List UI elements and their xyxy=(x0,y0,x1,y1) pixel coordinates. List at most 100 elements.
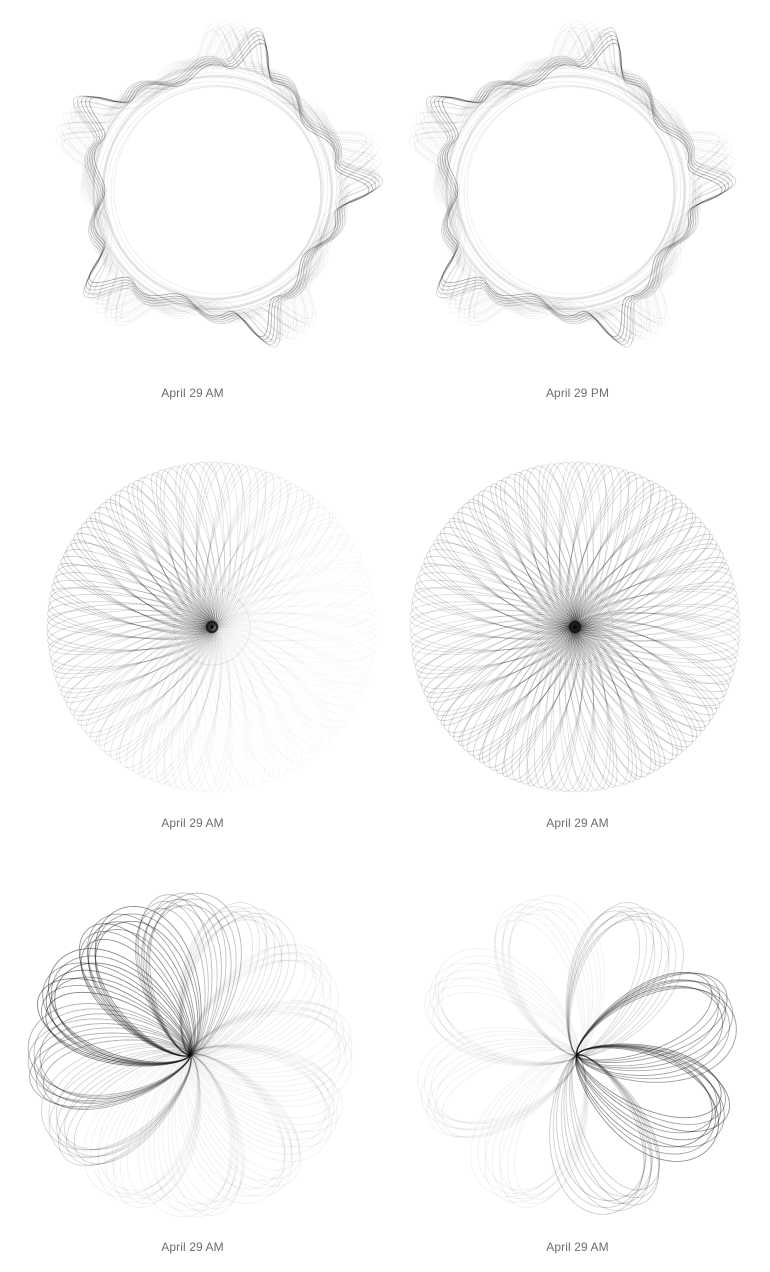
petal-curve xyxy=(94,905,202,1057)
loop-curve xyxy=(432,623,577,717)
petal-curve xyxy=(567,919,670,1057)
petal-curve xyxy=(430,1034,578,1125)
loop-curve xyxy=(461,624,578,752)
star-curve xyxy=(421,31,724,329)
loop-curve xyxy=(518,626,581,785)
loop-curve xyxy=(570,626,618,789)
star-curve xyxy=(422,27,733,341)
loop-curve xyxy=(574,562,730,632)
loop-curve xyxy=(410,615,576,653)
loop-curve xyxy=(80,623,214,733)
petal-curve xyxy=(34,1023,191,1103)
ring-curve xyxy=(456,75,685,304)
loop-curve xyxy=(205,476,289,629)
loop-curve xyxy=(574,617,734,684)
loop-curve xyxy=(416,623,576,679)
loop-curve xyxy=(94,507,215,630)
loop-curve xyxy=(573,621,724,707)
loop-curve xyxy=(426,624,576,703)
petal-curve xyxy=(429,962,579,1064)
star-curve xyxy=(66,26,379,339)
loop-curve xyxy=(574,538,718,630)
petal-curve xyxy=(576,972,721,1062)
loop-curve xyxy=(423,623,576,698)
petal-curve xyxy=(568,1054,660,1206)
petal-curve xyxy=(576,979,726,1069)
star-curve xyxy=(72,35,368,327)
petal-curve xyxy=(189,1043,335,1119)
loop-curve xyxy=(409,603,576,651)
petal-curve xyxy=(187,1053,301,1179)
petal-curve xyxy=(567,902,654,1056)
petal-curve xyxy=(97,1053,199,1203)
loop-curve xyxy=(189,626,231,793)
petal-curve xyxy=(189,1045,343,1132)
petal-curve xyxy=(189,1012,347,1102)
petal-curve xyxy=(45,991,191,1067)
petal-curve xyxy=(438,955,579,1064)
loop-curve xyxy=(426,549,576,632)
loop-curve xyxy=(526,626,586,789)
loop-curve xyxy=(574,624,721,709)
loop-curve xyxy=(196,461,232,628)
loop-curve xyxy=(163,626,217,787)
petal-curve xyxy=(185,1053,292,1181)
ring-curve xyxy=(446,65,690,309)
petal-curve xyxy=(179,906,260,1056)
loop-curve xyxy=(544,462,589,628)
loop-curve xyxy=(211,533,351,629)
loop-curve xyxy=(479,626,577,764)
loop-curve xyxy=(181,462,226,628)
loop-curve xyxy=(73,624,214,721)
petal-curve xyxy=(186,1053,302,1187)
petal-curve xyxy=(66,1052,192,1166)
petal-curve xyxy=(135,907,206,1056)
loop-curve xyxy=(570,626,656,775)
petal-curve xyxy=(424,978,578,1065)
petal-curve xyxy=(477,1053,586,1194)
petal-curve xyxy=(576,1045,722,1141)
loop-curve xyxy=(119,625,217,768)
loop-curve xyxy=(545,626,594,792)
loop-curve xyxy=(574,566,732,634)
loop-curve xyxy=(572,480,654,628)
ring-curve xyxy=(446,72,685,310)
star-curve xyxy=(442,42,723,338)
petal-curve xyxy=(424,1030,578,1124)
petal-curve xyxy=(576,985,724,1076)
loop-curve xyxy=(63,624,213,703)
loop-curve xyxy=(574,533,714,629)
loop-curve xyxy=(206,474,282,628)
loop-curve xyxy=(436,624,577,721)
petal-curve xyxy=(435,1043,578,1131)
loop-curve xyxy=(46,608,213,639)
loop-curve xyxy=(77,527,214,630)
loop-curve xyxy=(574,612,741,642)
loop-curve xyxy=(98,502,215,630)
loop-curve xyxy=(488,625,579,771)
petal-curve xyxy=(189,1002,351,1078)
petal-curve xyxy=(556,1054,647,1202)
loop-curve xyxy=(116,626,214,764)
petal-curve xyxy=(576,971,713,1061)
loop-curve xyxy=(467,625,578,756)
star-curve xyxy=(427,33,726,334)
ring-curve xyxy=(93,65,337,309)
petal-curve xyxy=(576,1045,730,1132)
visualization-panel-6: April 29 AM xyxy=(385,860,770,1272)
loop-curve xyxy=(210,494,314,628)
petal-curve xyxy=(432,969,578,1065)
loop-curve xyxy=(458,625,577,747)
ring-curve xyxy=(92,68,333,309)
center-hub xyxy=(205,620,219,634)
petal-curve xyxy=(40,1027,191,1105)
petal-curve xyxy=(500,1054,587,1208)
loop-curve xyxy=(565,467,629,628)
loop-curve xyxy=(411,613,576,668)
petal-curve xyxy=(174,1054,245,1203)
star-curve xyxy=(409,20,733,335)
petal-curve xyxy=(184,1053,293,1189)
loop-curve xyxy=(574,543,721,632)
loop-curve xyxy=(196,462,239,628)
petal-curve xyxy=(94,913,200,1057)
